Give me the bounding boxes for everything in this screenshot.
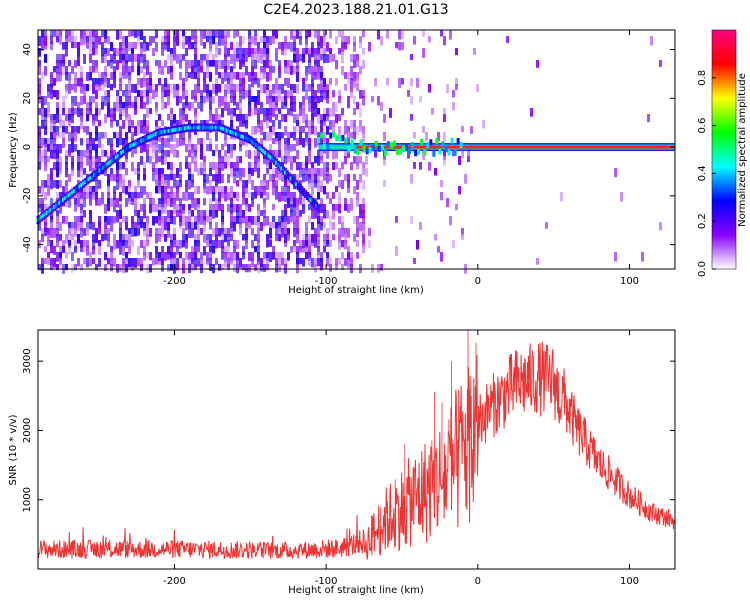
- colorbar-tick-label: 0.8: [697, 70, 708, 86]
- colorbar-tick-label: 0.0: [697, 261, 708, 277]
- x-tick-label: -200: [163, 576, 186, 587]
- signal-line: [317, 131, 675, 157]
- colorbar-tick-label: 0.4: [697, 165, 708, 181]
- snr-series-line: [37, 341, 676, 560]
- colorbar-tick-label: 0.2: [697, 213, 708, 229]
- snr-y-ticks: 1000 2000 3000: [22, 348, 675, 512]
- spectrogram-trace: [36, 123, 320, 225]
- y-tick-label: -20: [22, 188, 33, 204]
- spectrogram-x-ticks: -200 -100 0 100: [163, 30, 639, 287]
- x-tick-label: 100: [620, 276, 639, 287]
- x-tick-label: -100: [315, 576, 338, 587]
- snr-x-ticks: -200 -100 0 100: [163, 330, 639, 587]
- spectrogram-x-label: Height of straight line (km): [288, 285, 424, 296]
- y-tick-label: 40: [22, 43, 33, 56]
- colorbar-gradient: [711, 29, 737, 270]
- spectrogram-cells: [38, 30, 662, 274]
- colorbar-ticks: 0.0 0.2 0.4 0.6 0.8: [697, 70, 716, 277]
- snr-y-label: SNR (10 * v/v): [8, 414, 19, 485]
- spectrogram-y-label: Frequency (Hz): [8, 112, 19, 188]
- y-tick-label: 2000: [22, 418, 33, 443]
- colorbar-tick-label: 0.6: [697, 118, 708, 134]
- chart-title: C2E4.2023.188.21.01.G13: [263, 2, 448, 18]
- y-tick-label: 1000: [22, 487, 33, 512]
- colorbar: 0.0 0.2 0.4 0.6 0.8 Normalized spectral ampl…: [697, 29, 748, 277]
- x-tick-label: 100: [620, 576, 639, 587]
- y-tick-label: 20: [22, 92, 33, 105]
- colorbar-label: Normalized spectral amplitude: [737, 73, 748, 227]
- spectrogram-frame: [37, 29, 676, 270]
- y-tick-label: 3000: [22, 348, 33, 373]
- x-tick-label: 0: [475, 276, 481, 287]
- snr-x-label: Height of straight line (km): [288, 585, 424, 596]
- y-tick-label: -40: [22, 236, 33, 252]
- x-tick-label: 0: [475, 576, 481, 587]
- snr-frame: [37, 329, 676, 570]
- spectrogram-y-ticks: -40 -20 0 20 40: [22, 43, 675, 253]
- x-tick-label: -200: [163, 276, 186, 287]
- x-tick-label: -100: [315, 276, 338, 287]
- y-tick-label: 0: [22, 144, 33, 150]
- snr-panel: -200 -100 0 100 1000 2000 3000 Height of stra…: [8, 329, 676, 596]
